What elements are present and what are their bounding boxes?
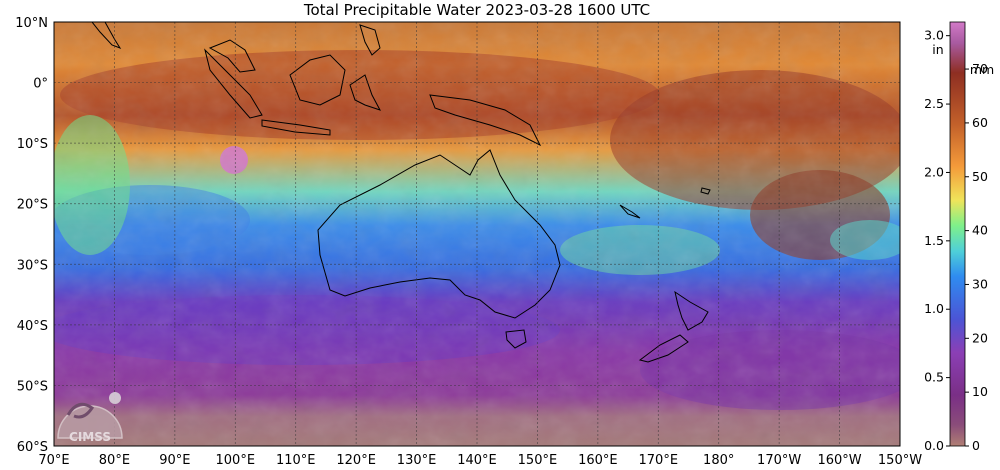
sumatra-coast: [204, 48, 263, 119]
colorbar-label-mm: 60: [972, 115, 988, 130]
lon-label: 130°E: [397, 453, 437, 468]
lon-label: 180°: [703, 453, 734, 468]
tpw-plot-area: [54, 22, 900, 446]
colorbar-label-in: 0.5: [924, 370, 944, 385]
colorbar-ticks-mm: 0 10 20 30 40 50 60 70: [965, 61, 988, 453]
lon-label: 140°E: [457, 453, 497, 468]
lat-label: 10°S: [17, 137, 48, 152]
lat-label: 30°S: [17, 258, 48, 273]
cimss-logo-swirl-icon: [66, 402, 95, 419]
java-coast: [261, 119, 331, 136]
lon-label: 90°E: [159, 453, 190, 468]
lon-label: 110°E: [276, 453, 316, 468]
lon-label: 160°E: [578, 453, 618, 468]
cimss-logo-dome: [57, 405, 123, 439]
lat-label: 60°S: [17, 440, 48, 455]
colorbar-label-mm: 70: [972, 61, 988, 76]
cimss-logo: CIMSS: [57, 392, 123, 444]
colorbar-label-in: 1.0: [924, 301, 944, 316]
sulawesi-coast: [349, 74, 382, 111]
lon-label: 70°E: [38, 453, 69, 468]
lon-label: 150°W: [878, 453, 922, 468]
lon-label: 100°E: [216, 453, 256, 468]
lon-label: 170°W: [757, 453, 801, 468]
cimss-logo-globe-icon: [109, 392, 121, 404]
colorbar-label-in: 3.0: [924, 28, 944, 43]
colorbar: in mm 0.0 0.5 1.0 1.5 2.0 2.5 3.0 0 10 20 30 40 50 6…: [924, 21, 994, 453]
colorbar-label-in: 0.0: [924, 438, 944, 453]
lon-label: 170°E: [639, 453, 679, 468]
colorbar-label-mm: 0: [972, 438, 980, 453]
map-gridlines: [54, 22, 900, 446]
lon-label: 150°E: [518, 453, 558, 468]
lat-label: 10°N: [15, 16, 48, 31]
indochina-coast: [208, 39, 256, 73]
colorbar-label-in: 2.5: [924, 96, 944, 111]
lon-label: 80°E: [99, 453, 130, 468]
india-coast: [91, 22, 122, 49]
fiji: [700, 187, 711, 195]
tasmania-coast: [505, 329, 527, 349]
colorbar-label-mm: 50: [972, 169, 988, 184]
new-guinea-coast: [429, 94, 542, 147]
colorbar-unit-mm: mm: [970, 62, 994, 77]
cimss-logo-text: CIMSS: [69, 430, 111, 444]
philippines-coast: [359, 24, 381, 56]
map-title: Total Precipitable Water 2023-03-28 1600…: [303, 1, 650, 19]
lat-label: 50°S: [17, 379, 48, 394]
lat-label: 20°S: [17, 198, 48, 213]
australia-coast: [317, 149, 561, 319]
longitude-labels: 70°E 80°E 90°E 100°E 110°E 120°E 130°E 140°E 150…: [38, 453, 922, 468]
lon-label: 160°W: [817, 453, 861, 468]
lon-label: 120°E: [336, 453, 376, 468]
colorbar-label-mm: 10: [972, 384, 988, 399]
latitude-labels: 10°N 0° 10°S 20°S 30°S 40°S 50°S 60°S: [15, 16, 48, 455]
new-zealand-north: [674, 290, 709, 331]
colorbar-label-in: 1.5: [924, 233, 944, 248]
colorbar-label-mm: 20: [972, 330, 988, 345]
colorbar-unit-in: in: [932, 42, 943, 57]
lat-label: 40°S: [17, 319, 48, 334]
new-zealand-south: [638, 334, 689, 363]
colorbar-label-mm: 40: [972, 223, 988, 238]
colorbar-ticks-inches: 0.0 0.5 1.0 1.5 2.0 2.5 3.0: [924, 28, 950, 453]
colorbar-label-mm: 30: [972, 276, 988, 291]
plot-frame: [53, 21, 901, 447]
new-caledonia: [619, 204, 641, 219]
colorbar-label-in: 2.0: [924, 164, 944, 179]
colorbar-gradient: [949, 21, 966, 447]
lat-label: 0°: [33, 77, 48, 92]
